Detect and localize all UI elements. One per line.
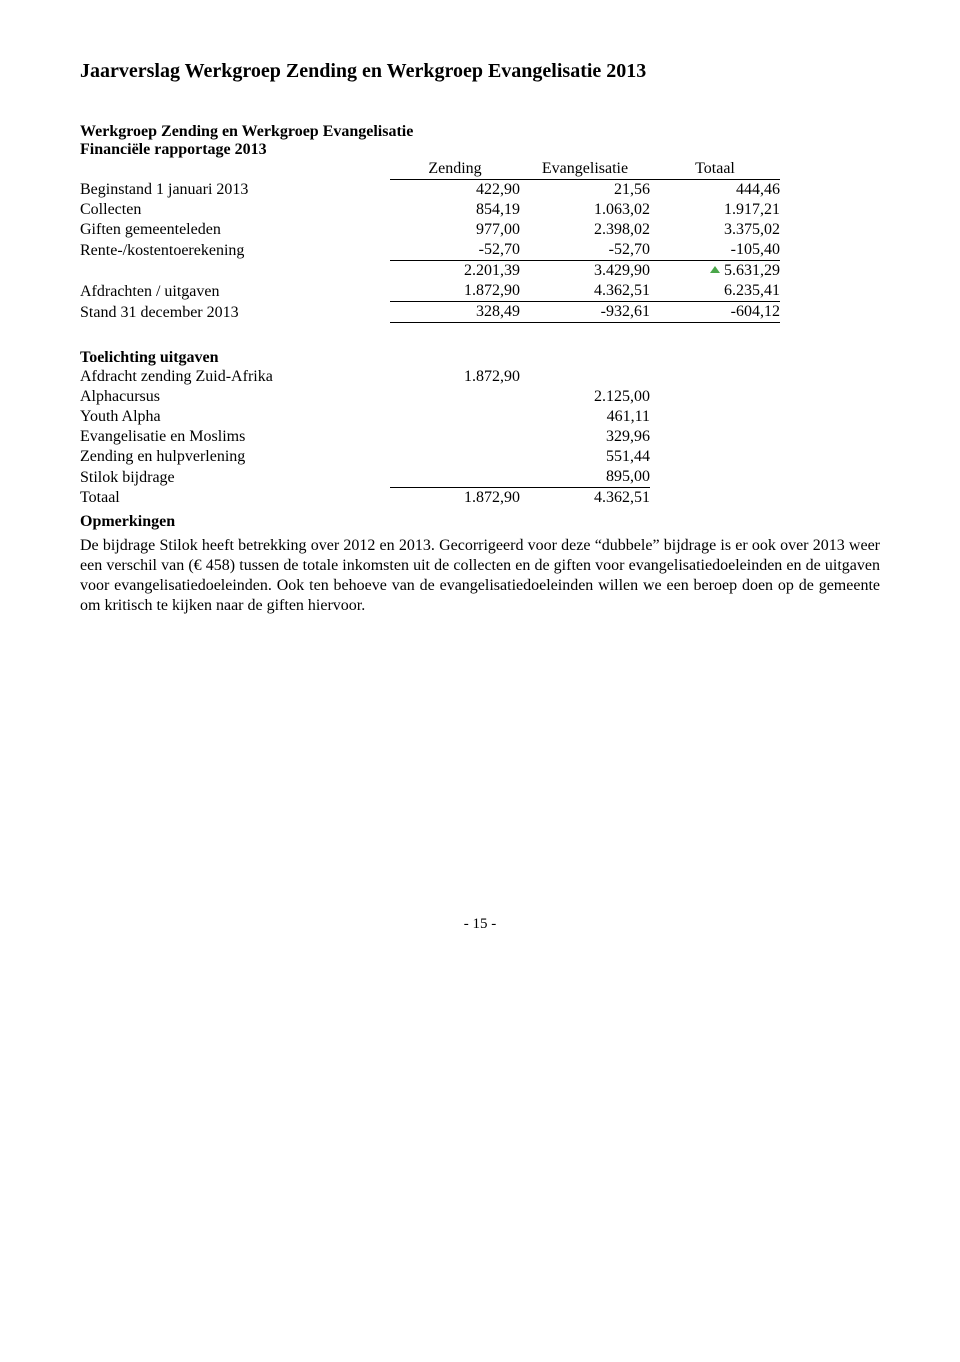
- cell: 3.429,90: [520, 261, 650, 282]
- cell: [390, 407, 520, 427]
- table-row: Giften gemeenteleden 977,00 2.398,02 3.3…: [80, 220, 780, 240]
- cell: [520, 367, 650, 387]
- row-label: Alphacursus: [80, 387, 390, 407]
- col-evangelisatie: Evangelisatie: [520, 159, 650, 180]
- row-label: Stand 31 december 2013: [80, 302, 390, 323]
- row-label: Afdrachten / uitgaven: [80, 281, 390, 302]
- cell: -932,61: [520, 302, 650, 323]
- cell: 2.398,02: [520, 220, 650, 240]
- row-label: Zending en hulpverlening: [80, 447, 390, 467]
- cell: -52,70: [520, 240, 650, 261]
- cell: [390, 387, 520, 407]
- cell: [390, 447, 520, 467]
- opmerkingen-body: De bijdrage Stilok heeft betrekking over…: [80, 536, 880, 616]
- table-row: Evangelisatie en Moslims 329,96: [80, 427, 650, 447]
- marker-icon: [710, 266, 720, 273]
- cell: 1.063,02: [520, 200, 650, 220]
- cell: 422,90: [390, 180, 520, 201]
- cell: 6.235,41: [650, 281, 780, 302]
- section-heading-1: Werkgroep Zending en Werkgroep Evangelis…: [80, 123, 880, 141]
- cell: 461,11: [520, 407, 650, 427]
- toelichting-heading: Toelichting uitgaven: [80, 349, 880, 367]
- col-totaal: Totaal: [650, 159, 780, 180]
- cell: 2.125,00: [520, 387, 650, 407]
- row-label: Totaal: [80, 488, 390, 509]
- cell: -604,12: [650, 302, 780, 323]
- table-row: Collecten 854,19 1.063,02 1.917,21: [80, 200, 780, 220]
- row-label: Rente-/kostentoerekening: [80, 240, 390, 261]
- cell: [390, 467, 520, 488]
- cell: -52,70: [390, 240, 520, 261]
- section-heading-2: Financiële rapportage 2013: [80, 141, 880, 159]
- cell: -105,40: [650, 240, 780, 261]
- table-row: Alphacursus 2.125,00: [80, 387, 650, 407]
- table-row: Beginstand 1 januari 2013 422,90 21,56 4…: [80, 180, 780, 201]
- cell: 5.631,29: [650, 261, 780, 282]
- opmerkingen-heading: Opmerkingen: [80, 512, 880, 532]
- cell: 329,96: [520, 427, 650, 447]
- table-row: Afdrachten / uitgaven 1.872,90 4.362,51 …: [80, 281, 780, 302]
- table-row-total: Totaal 1.872,90 4.362,51: [80, 488, 650, 509]
- table-row: Afdracht zending Zuid-Afrika 1.872,90: [80, 367, 650, 387]
- table-row: Stilok bijdrage 895,00: [80, 467, 650, 488]
- table-row: Zending en hulpverlening 551,44: [80, 447, 650, 467]
- table-row-subtotal: 2.201,39 3.429,90 5.631,29: [80, 261, 780, 282]
- row-label: [80, 261, 390, 282]
- table-row: Youth Alpha 461,11: [80, 407, 650, 427]
- table-row: Rente-/kostentoerekening -52,70 -52,70 -…: [80, 240, 780, 261]
- table-row-total: Stand 31 december 2013 328,49 -932,61 -6…: [80, 302, 780, 323]
- cell: [390, 427, 520, 447]
- cell: 3.375,02: [650, 220, 780, 240]
- cell: 1.872,90: [390, 367, 520, 387]
- cell: 1.872,90: [390, 488, 520, 509]
- cell: 4.362,51: [520, 281, 650, 302]
- cell: 21,56: [520, 180, 650, 201]
- cell: 2.201,39: [390, 261, 520, 282]
- page-title: Jaarverslag Werkgroep Zending en Werkgro…: [80, 60, 880, 83]
- cell: 854,19: [390, 200, 520, 220]
- row-label: Collecten: [80, 200, 390, 220]
- table-header-row: Zending Evangelisatie Totaal: [80, 159, 780, 180]
- row-label: Stilok bijdrage: [80, 467, 390, 488]
- cell: 551,44: [520, 447, 650, 467]
- row-label: Beginstand 1 januari 2013: [80, 180, 390, 201]
- cell: 1.872,90: [390, 281, 520, 302]
- cell: 328,49: [390, 302, 520, 323]
- cell: 895,00: [520, 467, 650, 488]
- row-label: Afdracht zending Zuid-Afrika: [80, 367, 390, 387]
- col-zending: Zending: [390, 159, 520, 180]
- finance-table: Zending Evangelisatie Totaal Beginstand …: [80, 159, 780, 323]
- row-label: Giften gemeenteleden: [80, 220, 390, 240]
- cell: 4.362,51: [520, 488, 650, 509]
- cell: 977,00: [390, 220, 520, 240]
- row-label: Evangelisatie en Moslims: [80, 427, 390, 447]
- cell: 1.917,21: [650, 200, 780, 220]
- page-number: - 15 -: [80, 916, 880, 933]
- row-label: Youth Alpha: [80, 407, 390, 427]
- cell: 444,46: [650, 180, 780, 201]
- toelichting-table: Afdracht zending Zuid-Afrika 1.872,90 Al…: [80, 367, 650, 508]
